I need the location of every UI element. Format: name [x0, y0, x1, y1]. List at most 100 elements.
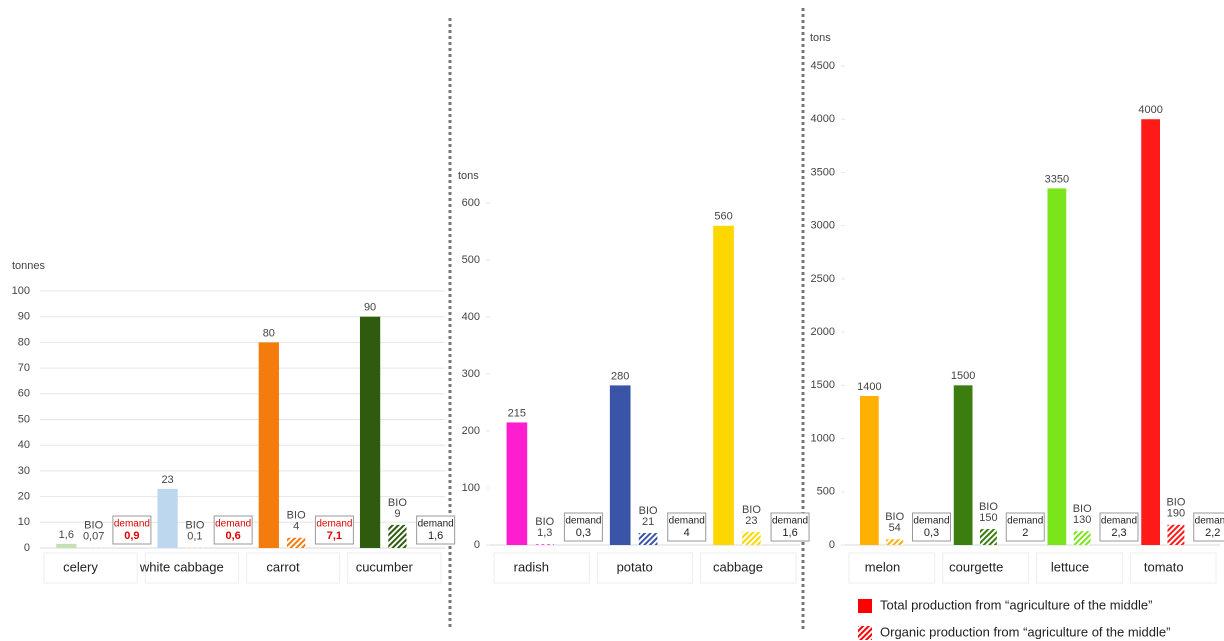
- bar: [860, 395, 879, 545]
- demand-box: [213, 515, 253, 545]
- demand-label: demand: [215, 519, 251, 530]
- category-box: [246, 552, 341, 584]
- y-tick-label: 400: [462, 311, 480, 323]
- y-tick-label: 60: [18, 388, 30, 400]
- y-tick-label: 100: [462, 482, 480, 494]
- x-tick-label: courgette: [949, 559, 1003, 574]
- demand-value: 4: [684, 527, 690, 539]
- organic-bar: [1167, 524, 1185, 545]
- demand-label: demand: [565, 516, 601, 527]
- bio-label: BIO: [535, 516, 554, 528]
- category-box: [848, 552, 936, 584]
- demand-value: 1,6: [428, 530, 443, 542]
- demand-value: 7,1: [327, 530, 342, 542]
- demand-box: [912, 512, 951, 542]
- demand-label: demand: [772, 516, 808, 527]
- bio-label: BIO: [1073, 503, 1092, 515]
- organic-bar: [638, 533, 658, 545]
- bio-label: BIO: [388, 497, 407, 509]
- y-tick-label: 30: [18, 465, 30, 477]
- y-tick-label: 0: [474, 539, 480, 551]
- organic-bar: [980, 529, 997, 545]
- demand-box: [314, 515, 354, 545]
- value-label: 90: [364, 302, 376, 314]
- category-box: [1036, 552, 1123, 584]
- bio-label: BIO: [1166, 497, 1185, 509]
- bar: [953, 385, 973, 545]
- y-tick-label: 2000: [811, 326, 835, 338]
- demand-box: [1193, 512, 1224, 542]
- demand-value: 2,2: [1205, 527, 1220, 539]
- bar: [1141, 119, 1160, 545]
- value-label: 9: [394, 508, 400, 520]
- value-label: 1500: [951, 370, 975, 382]
- bio-label: BIO: [639, 505, 658, 517]
- y-tick-label: 1000: [811, 432, 835, 444]
- bar: [1047, 188, 1067, 545]
- value-label: 0,07: [83, 531, 104, 543]
- demand-value: 0,6: [226, 530, 241, 542]
- bio-label: BIO: [885, 511, 904, 523]
- y-tick-label: 200: [462, 425, 480, 437]
- category-box: [700, 552, 797, 584]
- demand-label: demand: [1101, 516, 1137, 527]
- y-tick-label: 90: [18, 311, 30, 323]
- y-tick-label: 10: [18, 516, 30, 528]
- y-axis-label: tonnes: [12, 260, 46, 272]
- demand-value: 1,6: [782, 527, 797, 539]
- organic-bar: [1073, 531, 1091, 545]
- x-tick-label: cucumber: [356, 559, 414, 574]
- bio-label: BIO: [185, 520, 204, 532]
- y-tick-label: 40: [18, 439, 30, 451]
- x-tick-label: cabbage: [713, 559, 763, 574]
- y-tick-label: 2500: [811, 273, 835, 285]
- organic-bar: [388, 524, 407, 548]
- y-tick-label: 50: [18, 413, 30, 425]
- bio-label: BIO: [84, 520, 103, 532]
- bio-label: BIO: [287, 510, 306, 522]
- demand-label: demand: [1007, 516, 1043, 527]
- demand-box: [112, 515, 152, 545]
- bar: [359, 316, 381, 548]
- value-label: 3350: [1045, 173, 1069, 185]
- demand-box: [770, 512, 810, 542]
- legend-swatch: [858, 626, 872, 640]
- demand-label: demand: [913, 516, 949, 527]
- legend-swatch: [858, 599, 872, 613]
- value-label: 4000: [1138, 104, 1162, 116]
- demand-value: 0,3: [576, 527, 591, 539]
- organic-bar: [886, 539, 904, 545]
- x-tick-label: celery: [63, 559, 98, 574]
- demand-box: [1005, 512, 1045, 542]
- legend-label: Total production from “agriculture of th…: [880, 597, 1152, 612]
- category-box: [144, 552, 239, 584]
- value-label: 215: [508, 407, 526, 419]
- demand-label: demand: [418, 519, 454, 530]
- demand-value: 2,3: [1111, 527, 1126, 539]
- x-tick-label: potato: [617, 559, 653, 574]
- y-tick-label: 3000: [811, 220, 835, 232]
- demand-box: [563, 512, 603, 542]
- y-tick-label: 4500: [811, 60, 835, 72]
- legend-label: Organic production from “agriculture of …: [880, 624, 1170, 639]
- x-tick-label: carrot: [266, 559, 300, 574]
- y-tick-label: 600: [462, 197, 480, 209]
- organic-bar: [287, 537, 306, 548]
- category-box: [942, 552, 1029, 584]
- demand-value: 0,3: [924, 527, 939, 539]
- y-axis-label: tons: [810, 32, 831, 44]
- category-box: [347, 552, 442, 584]
- value-label: 23: [161, 474, 173, 486]
- y-tick-label: 20: [18, 491, 30, 503]
- demand-label: demand: [316, 519, 352, 530]
- y-tick-label: 70: [18, 362, 30, 374]
- value-label: 1,6: [59, 529, 74, 541]
- bio-label: BIO: [742, 504, 761, 516]
- value-label: 4: [293, 521, 299, 533]
- demand-label: demand: [669, 516, 705, 527]
- x-tick-label: radish: [514, 559, 549, 574]
- category-box: [596, 552, 694, 584]
- y-tick-label: 1500: [811, 379, 835, 391]
- category-box: [1129, 552, 1217, 584]
